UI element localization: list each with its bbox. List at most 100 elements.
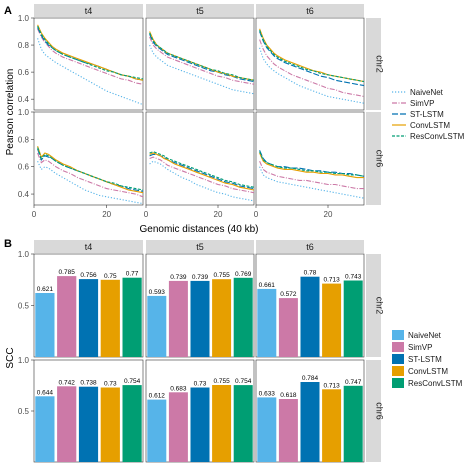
bar-naivenet [147,399,167,462]
y-axis-label: Pearson correlation [5,69,16,156]
legend-label-resconvlstm: ResConvLSTM [410,132,465,141]
bar-value-label: 0.73 [194,381,207,388]
bar-value-label: 0.769 [235,271,252,278]
facet-strip-t4 [34,4,143,17]
bar-simvp [278,298,298,357]
series-line-simvp [149,36,255,85]
y-tick-label: 0.5 [18,302,30,311]
series-line-convlstm [259,28,365,83]
facet-strip-chr2 [366,18,381,110]
y-tick-label: 0.5 [18,407,30,416]
series-line-naivenet [149,160,255,202]
series-line-resconvlstm [149,151,255,188]
bar-resconvlstm [343,385,363,462]
bar-panel-t5-chr6: 0.612 0.683 0.73 0.755 0.754 [145,359,255,463]
bar-convlstm [322,389,342,462]
x-tick-label: 0 [32,210,37,219]
legend-key-convlstm [392,366,404,376]
facet-label-chr6: chr6 [375,150,385,168]
x-tick-label: 0 [254,210,259,219]
bar-value-label: 0.739 [170,274,187,281]
bar-simvp [57,276,77,357]
bar-simvp [278,399,298,462]
bar-simvp [57,386,77,462]
line-panel-t6-chr2 [255,17,365,111]
facet-strip-t5 [146,4,254,17]
bar-value-label: 0.743 [345,274,362,281]
y-tick-label: 1.0 [18,250,30,259]
series-line-naivenet [37,38,144,106]
series-line-resconvlstm [259,30,365,83]
series-line-simvp [259,39,365,98]
legend-label-resconvlstm: ResConvLSTM [408,379,463,388]
bar-value-label: 0.593 [149,289,166,296]
bar-value-label: 0.754 [124,378,141,385]
line-panel-t5-chr6 [145,111,255,206]
series-line-resconvlstm [37,147,144,191]
y-tick-label: 0.8 [18,41,30,50]
bar-stlstm [300,276,320,357]
bar-value-label: 0.683 [170,385,187,392]
y-tick-label: 0.4 [18,190,30,199]
bar-stlstm [190,280,210,357]
bar-value-label: 0.738 [80,380,97,387]
panel-label-b: B [4,238,12,250]
y-tick-label: 0.8 [18,135,30,144]
bar-panel-t4-chr6: 0.644 0.742 0.738 0.73 0.754 [33,359,144,463]
bar-convlstm [100,279,120,358]
bar-resconvlstm [122,385,142,462]
bar-panel-t4-chr2: 0.621 0.785 0.756 0.75 0.77 [33,253,144,358]
bar-value-label: 0.621 [37,286,54,293]
bar-resconvlstm [122,277,142,357]
legend-key-simvp [392,342,404,352]
panel-frame [145,17,255,111]
bar-value-label: 0.633 [259,390,276,397]
bar-panel-t5-chr2: 0.593 0.739 0.739 0.755 0.769 [145,253,255,358]
y-tick-label: 1.0 [18,108,30,117]
bar-value-label: 0.644 [37,389,54,396]
facet-label-t4: t4 [85,6,93,16]
bar-naivenet [147,295,167,357]
facet-label-chr6: chr6 [375,402,385,420]
bar-value-label: 0.618 [280,392,297,399]
bar-naivenet [257,288,277,357]
legend-label-naivenet: NaiveNet [408,331,442,340]
legend-label-convlstm: ConvLSTM [410,121,450,130]
bar-stlstm [78,386,99,462]
facet-label-t6: t6 [306,6,314,16]
legend-label-convlstm: ConvLSTM [408,367,448,376]
y-tick-label: 0.6 [18,68,30,77]
bar-convlstm [212,385,232,462]
bar-naivenet [35,293,55,357]
bar-value-label: 0.785 [59,269,76,276]
bar-value-label: 0.612 [149,393,166,400]
bar-value-label: 0.77 [126,271,139,278]
panel-frame [33,111,144,206]
line-panel-t4-chr6 [33,111,144,206]
y-tick-label: 0.6 [18,163,30,172]
series-line-convlstm [37,146,144,194]
x-tick-label: 20 [214,210,223,219]
facet-strip-chr6 [366,112,381,205]
y-tick-label: 1.0 [18,14,30,23]
bar-naivenet [257,397,277,462]
bar-stlstm [300,382,320,462]
bar-simvp [168,392,188,462]
panel-frame [145,111,255,206]
series-line-convlstm [259,152,364,179]
line-chart: t4 t5 t6 chr2 chr6 0.4 0.6 0.8 1.0 0.4 0.6 0.8 1.0 0 2… [5,4,465,235]
bar-value-label: 0.739 [192,274,209,281]
facet-strip-chr2 [366,254,381,357]
series-line-resconvlstm [259,151,365,177]
facet-strip-t6 [256,4,364,17]
series-line-naivenet [149,44,255,95]
bar-value-label: 0.756 [80,272,97,279]
series-line-stlstm [259,31,365,87]
legend-label-stlstm: ST-LSTM [408,355,442,364]
facet-label-t5: t5 [196,242,204,252]
series-line-resconvlstm [37,25,144,80]
facet-label-t6: t6 [306,242,314,252]
x-tick-label: 20 [324,210,333,219]
bar-value-label: 0.755 [213,272,230,279]
legend-label-simvp: SimVP [410,99,434,108]
